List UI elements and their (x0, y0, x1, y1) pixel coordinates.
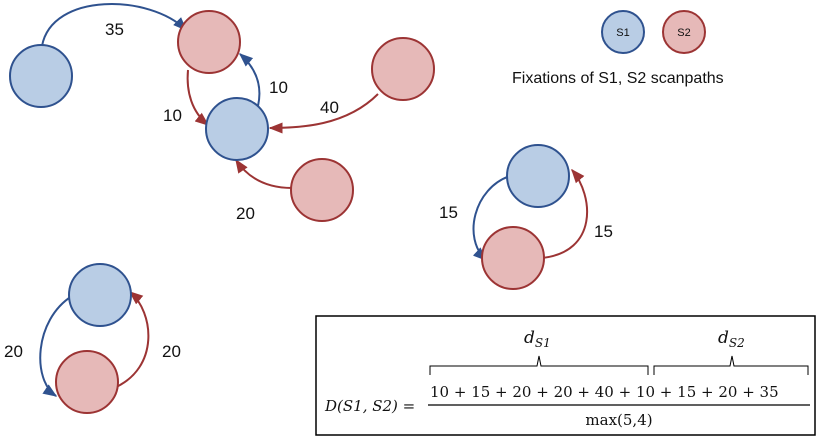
d-s2-label: dS2 (718, 328, 745, 350)
edge-label-10-right: 10 (269, 78, 288, 97)
formula-box (315, 315, 816, 436)
fixation-s2-a (177, 10, 241, 74)
fixation-s2-d (481, 226, 545, 290)
edge-label-40: 40 (320, 98, 339, 117)
fixation-s2-c (290, 158, 354, 222)
legend-s2-label: S2 (677, 27, 690, 39)
edge-label-15-right: 15 (594, 222, 613, 241)
edge-label-20-left: 20 (4, 342, 23, 361)
edge-20-s2 (113, 291, 150, 389)
edge-40-s2 (268, 93, 379, 134)
edge-10-s2-down (186, 69, 210, 126)
brace-s1 (429, 355, 649, 375)
edge-label-10-left: 10 (163, 106, 182, 125)
edge-label-20-right: 20 (162, 342, 181, 361)
edge-15-s1 (472, 175, 511, 261)
edge-label-15-left: 15 (439, 203, 458, 222)
formula-numerator: 10 + 15 + 20 + 20 + 40 + 10 + 15 + 20 + … (430, 383, 779, 401)
formula-lhs: D(S1, S2) = (324, 397, 415, 415)
fixation-s1-d (68, 263, 132, 327)
edge-20-s2 (235, 158, 293, 189)
d-s1-label: dS1 (524, 328, 551, 350)
legend-caption: Fixations of S1, S2 scanpaths (512, 70, 724, 87)
edge-15-s2 (541, 168, 589, 259)
fixation-s2-e (55, 350, 119, 414)
legend-s1-swatch (601, 10, 645, 54)
formula-denominator: max(5,4) (585, 411, 652, 429)
edge-label-35: 35 (105, 20, 124, 39)
fixation-s1-b (205, 97, 269, 161)
legend-s1-label: S1 (616, 27, 629, 39)
edge-35-s1 (41, 3, 187, 47)
brace-s2 (653, 355, 809, 375)
fixation-s2-b (371, 37, 435, 101)
legend-s2-swatch (662, 10, 706, 54)
edge-20-s1 (39, 295, 73, 397)
edge-label-20-mid: 20 (236, 204, 255, 223)
edge-10-s1-up (238, 53, 261, 107)
fixation-s1-c (506, 144, 570, 208)
fixation-s1-a (9, 44, 73, 108)
